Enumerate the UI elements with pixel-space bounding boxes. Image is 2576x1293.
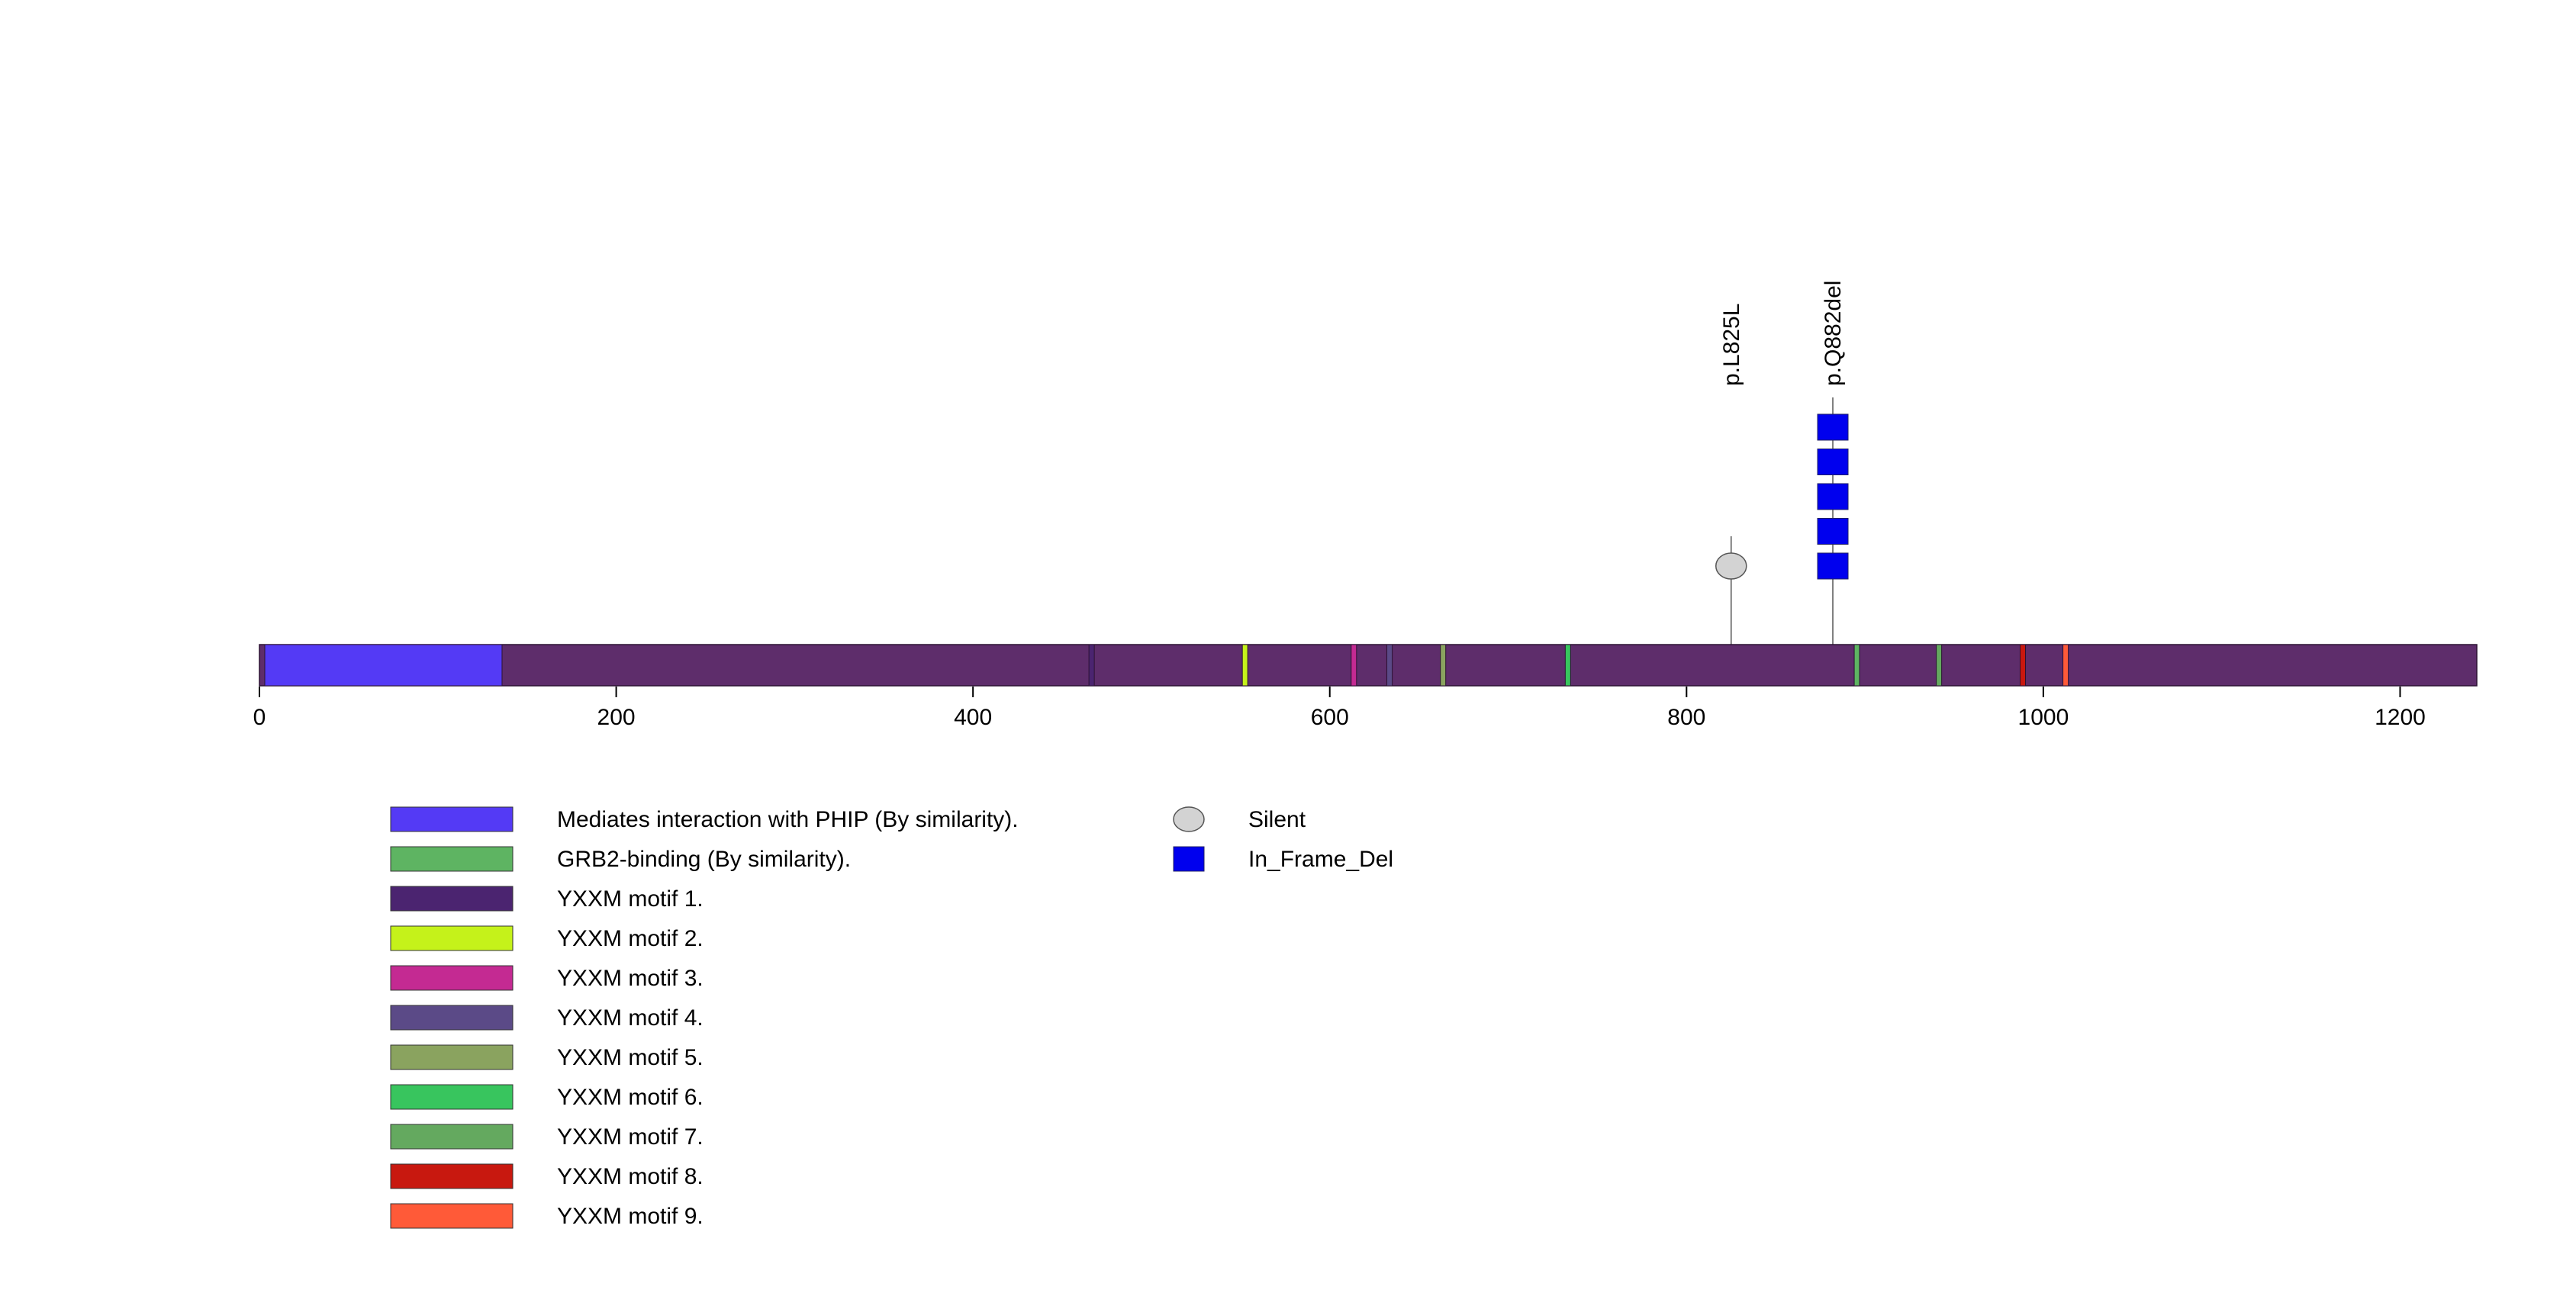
legend-swatch-5 — [390, 965, 514, 991]
domain-segment-5 — [1351, 644, 1357, 687]
domain-segment-2 — [1853, 644, 1860, 687]
mutation-head-p.Q882del-2 — [1817, 518, 1849, 545]
mutation-label-p.Q882del: p.Q882del — [1821, 281, 1846, 386]
mutation-head-p.Q882del-4 — [1817, 449, 1849, 475]
mutation-labels: p.L825L p.Q882del — [1719, 281, 1846, 386]
domain-segment-11 — [2062, 644, 2069, 687]
x-tick-label-400: 400 — [954, 705, 992, 730]
legend-label-6: YXXM motif 4. — [557, 1005, 704, 1031]
legend-swatch-6 — [390, 1005, 514, 1031]
domain-segment-7 — [1440, 644, 1447, 687]
x-tick-label-0: 0 — [253, 705, 266, 730]
legend-swatch-4 — [390, 925, 514, 951]
legend-swatch-11 — [390, 1203, 514, 1229]
x-axis: 0 200 400 600 800 1000 1200 — [253, 687, 2426, 730]
legend-type-swatch-In_Frame_Del — [1173, 846, 1205, 872]
legend-label-11: YXXM motif 9. — [557, 1204, 704, 1229]
mutation-head-p.Q882del-1 — [1817, 552, 1849, 580]
legend-swatch-7 — [390, 1044, 514, 1070]
legend-swatch-10 — [390, 1163, 514, 1189]
legend-swatch-9 — [390, 1124, 514, 1150]
domain-segment-6 — [1386, 644, 1393, 687]
protein-backbone-group — [259, 644, 2478, 687]
x-tick-label-800: 800 — [1667, 705, 1705, 730]
mutation-head-p.Q882del-5 — [1817, 413, 1849, 441]
legend-label-8: YXXM motif 6. — [557, 1085, 704, 1110]
domain-segment-10 — [2019, 644, 2027, 687]
domain-segments — [264, 644, 2069, 687]
x-tick-label-1200: 1200 — [2375, 705, 2426, 730]
legend-label-9: YXXM motif 7. — [557, 1124, 704, 1150]
x-tick-label-600: 600 — [1311, 705, 1349, 730]
mutation-head-p.L825L-1 — [1715, 552, 1747, 580]
legend-type-swatch-Silent — [1173, 806, 1205, 832]
mutation-type-legend: Silent In_Frame_Del — [1173, 806, 1393, 872]
legend-swatch-8 — [390, 1084, 514, 1110]
domain-segment-3 — [1088, 644, 1095, 687]
legend-label-10: YXXM motif 8. — [557, 1164, 704, 1189]
legend-swatch-2 — [390, 846, 514, 872]
legend-type-label-Silent: Silent — [1248, 807, 1306, 832]
legend-label-7: YXXM motif 5. — [557, 1045, 704, 1070]
lollipop-heads — [1715, 413, 1849, 580]
legend-swatch-1 — [390, 806, 514, 832]
domain-segment-9 — [1936, 644, 1943, 687]
x-tick-label-1000: 1000 — [2018, 705, 2069, 730]
protein-backbone — [259, 644, 2478, 687]
domain-segment-8 — [1564, 644, 1571, 687]
domain-legend: Mediates interaction with PHIP (By simil… — [390, 806, 1019, 1229]
legend-label-1: Mediates interaction with PHIP (By simil… — [557, 807, 1019, 832]
legend-label-4: YXXM motif 2. — [557, 926, 704, 951]
mutation-head-p.Q882del-3 — [1817, 483, 1849, 510]
domain-segment-4 — [1241, 644, 1248, 687]
x-tick-label-200: 200 — [597, 705, 636, 730]
domain-segment-1 — [264, 644, 503, 687]
legend-type-label-In_Frame_Del: In_Frame_Del — [1248, 847, 1393, 872]
legend-label-2: GRB2-binding (By similarity). — [557, 847, 851, 872]
mutation-label-p.L825L: p.L825L — [1719, 304, 1744, 386]
legend-label-3: YXXM motif 1. — [557, 886, 704, 912]
legend-swatch-3 — [390, 886, 514, 912]
legend-label-5: YXXM motif 3. — [557, 966, 704, 991]
